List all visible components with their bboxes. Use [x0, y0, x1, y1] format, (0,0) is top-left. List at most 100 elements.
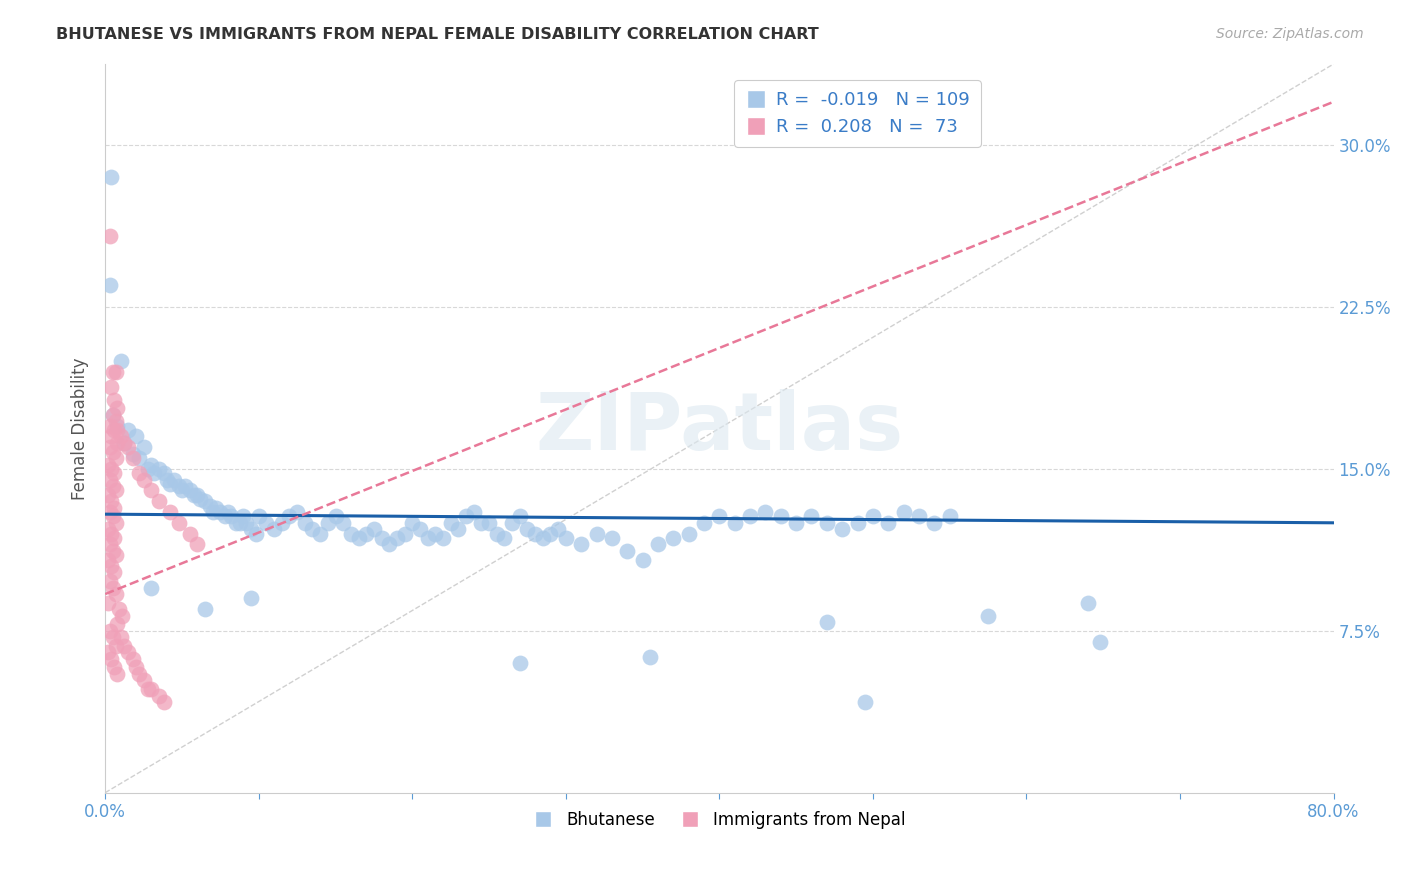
- Point: [98, 537, 121, 551]
- Point: [141, 581, 163, 595]
- Point: [107, 617, 129, 632]
- Point: [569, 537, 592, 551]
- Point: [853, 695, 876, 709]
- Point: [179, 526, 201, 541]
- Point: [107, 667, 129, 681]
- Y-axis label: Female Disability: Female Disability: [72, 357, 89, 500]
- Point: [100, 652, 122, 666]
- Point: [148, 689, 170, 703]
- Point: [107, 401, 129, 416]
- Point: [301, 522, 323, 536]
- Point: [877, 516, 900, 530]
- Point: [432, 531, 454, 545]
- Point: [103, 500, 125, 515]
- Point: [332, 516, 354, 530]
- Point: [547, 522, 569, 536]
- Point: [100, 559, 122, 574]
- Point: [125, 429, 148, 443]
- Point: [924, 516, 946, 530]
- Point: [100, 494, 122, 508]
- Point: [156, 473, 179, 487]
- Point: [316, 516, 339, 530]
- Point: [270, 516, 292, 530]
- Point: [101, 630, 124, 644]
- Point: [104, 639, 127, 653]
- Point: [815, 615, 838, 629]
- Point: [152, 695, 174, 709]
- Point: [141, 458, 163, 472]
- Point: [104, 414, 127, 428]
- Point: [98, 440, 121, 454]
- Point: [754, 505, 776, 519]
- Point: [112, 639, 135, 653]
- Point: [101, 444, 124, 458]
- Point: [141, 483, 163, 498]
- Point: [294, 516, 316, 530]
- Point: [201, 505, 224, 519]
- Text: Source: ZipAtlas.com: Source: ZipAtlas.com: [1216, 27, 1364, 41]
- Point: [117, 423, 139, 437]
- Point: [186, 488, 208, 502]
- Point: [98, 278, 121, 293]
- Point: [638, 649, 661, 664]
- Point: [494, 531, 516, 545]
- Point: [194, 602, 217, 616]
- Point: [101, 509, 124, 524]
- Point: [103, 566, 125, 580]
- Point: [662, 531, 685, 545]
- Point: [540, 526, 562, 541]
- Text: ZIPatlas: ZIPatlas: [536, 389, 904, 467]
- Point: [516, 522, 538, 536]
- Point: [240, 591, 263, 606]
- Point: [128, 667, 150, 681]
- Point: [815, 516, 838, 530]
- Point: [647, 537, 669, 551]
- Point: [401, 516, 423, 530]
- Point: [170, 483, 193, 498]
- Point: [263, 522, 285, 536]
- Point: [107, 436, 129, 450]
- Point: [447, 522, 470, 536]
- Point: [100, 170, 122, 185]
- Point: [132, 673, 155, 688]
- Point: [167, 516, 190, 530]
- Point: [554, 531, 576, 545]
- Point: [893, 505, 915, 519]
- Point: [769, 509, 792, 524]
- Point: [97, 552, 120, 566]
- Point: [103, 466, 125, 480]
- Point: [103, 423, 125, 437]
- Point: [531, 531, 554, 545]
- Point: [285, 505, 308, 519]
- Point: [278, 509, 301, 524]
- Point: [179, 483, 201, 498]
- Point: [214, 509, 236, 524]
- Point: [394, 526, 416, 541]
- Point: [98, 418, 121, 433]
- Point: [908, 509, 931, 524]
- Point: [354, 526, 377, 541]
- Point: [217, 505, 239, 519]
- Point: [98, 624, 121, 638]
- Point: [98, 574, 121, 588]
- Point: [254, 516, 277, 530]
- Point: [631, 552, 654, 566]
- Point: [219, 509, 242, 524]
- Point: [136, 681, 159, 696]
- Point: [136, 462, 159, 476]
- Point: [194, 494, 217, 508]
- Point: [800, 509, 823, 524]
- Point: [97, 458, 120, 472]
- Point: [98, 505, 121, 519]
- Point: [186, 537, 208, 551]
- Point: [478, 516, 501, 530]
- Point: [110, 630, 132, 644]
- Point: [163, 473, 186, 487]
- Point: [785, 516, 807, 530]
- Point: [148, 462, 170, 476]
- Point: [111, 608, 134, 623]
- Point: [247, 509, 270, 524]
- Point: [585, 526, 607, 541]
- Point: [159, 477, 181, 491]
- Point: [112, 436, 135, 450]
